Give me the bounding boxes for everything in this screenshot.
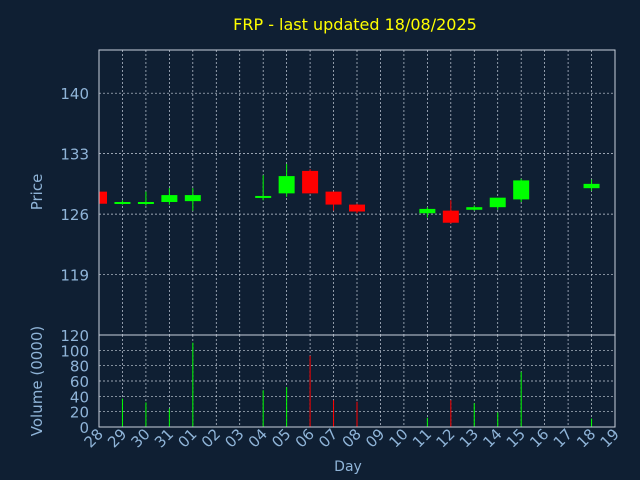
volume-y-tick-label: 80 [70,358,89,376]
x-tick-label: 14 [479,425,505,451]
volume-panel-frame [98,334,616,428]
x-tick-label: 18 [573,425,599,451]
candle-body [442,210,459,223]
price-y-tick-labels: 119 126 133 140 [60,85,89,284]
x-tick-label: 05 [268,425,294,451]
price-y-tick-label: 140 [60,85,89,103]
price-y-tick-label: 126 [60,206,89,224]
x-axis-label: Day [334,459,362,475]
x-tick-label: 07 [315,425,341,451]
x-tick-label: 08 [339,425,365,451]
candle-body [583,183,600,189]
candle-body [466,207,483,210]
x-tick-label: 31 [151,425,177,451]
x-tick-label: 04 [245,425,271,451]
volume-y-tick-label: 60 [70,373,89,391]
x-tick-label: 03 [221,425,247,451]
candle-body [513,180,530,200]
x-tick-labels: 2829303101020304050607080910111213141516… [81,425,623,451]
x-tick-label: 15 [503,425,529,451]
price-panel-frame [98,49,616,336]
x-tick-label: 19 [597,425,623,451]
x-tick-label: 13 [456,425,482,451]
x-tick-label: 12 [432,425,458,451]
volume-bars [121,342,593,427]
x-tick-label: 01 [174,425,200,451]
volume-y-tick-label: 40 [70,388,89,406]
candles [98,164,600,224]
candle-body [325,191,342,205]
price-gridlines [98,50,616,335]
candle-body [114,202,131,204]
volume-y-tick-label: 0 [79,419,89,437]
candle-body [184,195,201,202]
candle-body [278,176,295,194]
candle-body [302,170,319,194]
x-tick-label: 06 [292,425,318,451]
price-y-tick-label: 133 [60,146,89,164]
x-tick-label: 10 [386,425,412,451]
candle-body [255,195,272,198]
volume-axis-label: Volume (0000) [28,326,46,436]
candle-body [489,197,506,208]
volume-y-tick-label: 20 [70,404,89,422]
x-tick-label: 30 [128,425,154,451]
x-tick-label: 29 [104,425,130,451]
x-tick-label: 17 [550,425,576,451]
candle-body [137,202,154,204]
volume-y-tick-label: 100 [60,342,89,360]
price-axis-label: Price [28,174,46,211]
candle-body [161,195,178,202]
x-tick-label: 09 [362,425,388,451]
chart-title: FRP - last updated 18/08/2025 [233,15,477,34]
x-tick-label: 11 [409,425,435,451]
candle-body [99,191,107,204]
candle-body [349,204,365,212]
price-y-tick-label: 119 [60,267,89,285]
x-tick-label: 16 [526,425,552,451]
volume-y-tick-label: 120 [60,327,89,345]
x-tick-label: 02 [198,425,224,451]
candle-body [419,208,436,214]
